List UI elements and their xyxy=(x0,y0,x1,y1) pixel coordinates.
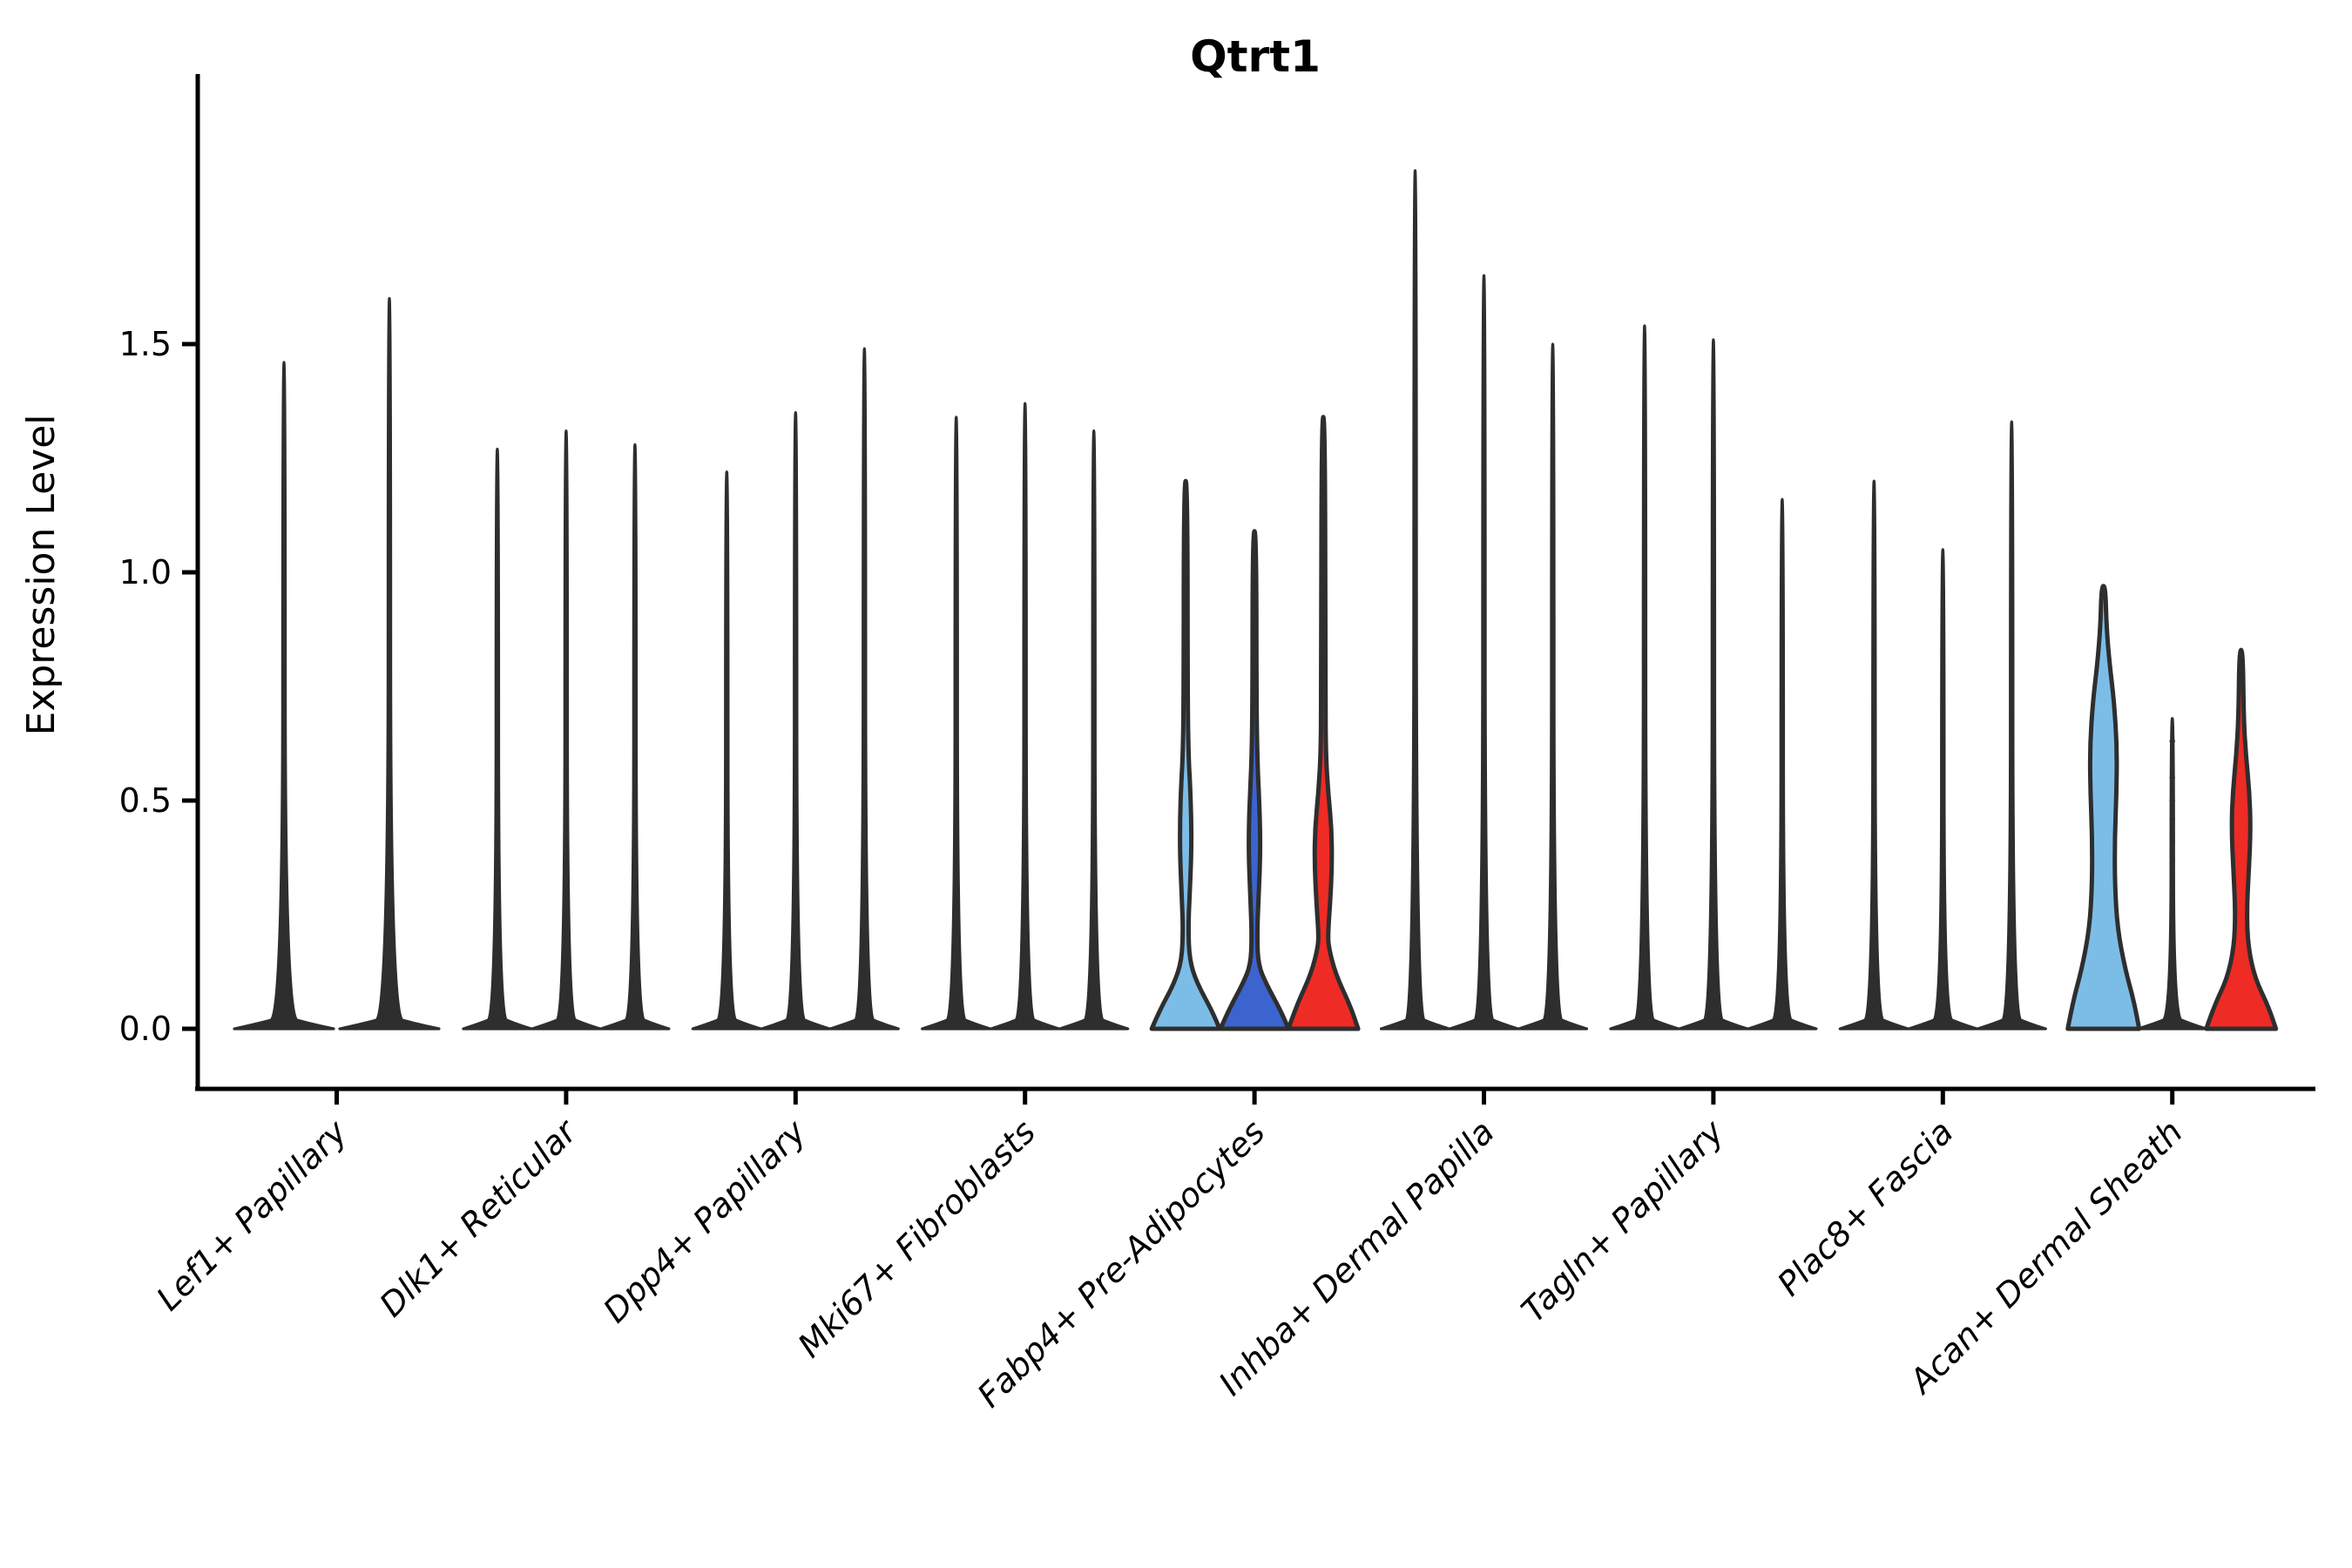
x-tick-label: Tagln+ Papillary xyxy=(1514,1112,1732,1330)
violin-1-1 xyxy=(531,429,602,1031)
violin-5-2 xyxy=(1517,342,1589,1031)
violin-4-2 xyxy=(1286,415,1361,1031)
x-tick-label: Dpp4+ Papillary xyxy=(596,1112,814,1330)
data-point xyxy=(2169,815,2175,822)
violin-7-1 xyxy=(1907,548,1978,1031)
data-point xyxy=(2169,880,2175,886)
violin-6-1 xyxy=(1678,338,1749,1031)
violin-7-2 xyxy=(1976,420,2047,1031)
data-point xyxy=(2169,797,2175,804)
violin-7-0 xyxy=(1838,479,1909,1031)
violin-5-1 xyxy=(1448,274,1520,1031)
violin-8-2 xyxy=(2204,647,2279,1031)
violin-4-0 xyxy=(1149,478,1222,1031)
violin-3-0 xyxy=(921,416,992,1031)
violin-6-0 xyxy=(1609,324,1680,1031)
violins-layer xyxy=(233,169,2279,1031)
violin-0-1 xyxy=(338,297,441,1031)
y-tick-label: 0.0 xyxy=(119,1010,172,1048)
violin-1-0 xyxy=(462,447,533,1031)
data-point xyxy=(2169,738,2175,745)
x-axis-ticks xyxy=(335,1089,2175,1105)
y-tick-label: 1.0 xyxy=(119,553,172,591)
y-tick-label: 1.5 xyxy=(119,325,172,363)
x-tick-label: Plac8+ Fascia xyxy=(1770,1112,1961,1303)
y-tick-label: 0.5 xyxy=(119,781,172,820)
violin-3-1 xyxy=(990,402,1061,1031)
violin-2-2 xyxy=(828,347,900,1031)
data-point xyxy=(2169,856,2175,863)
violin-5-0 xyxy=(1379,169,1451,1031)
chart-title: Qtrt1 xyxy=(1190,31,1321,82)
violin-2-1 xyxy=(760,411,831,1031)
violin-3-2 xyxy=(1058,429,1130,1031)
y-axis-ticks: 0.0 0.5 1.0 1.5 xyxy=(119,325,198,1048)
data-point xyxy=(2169,774,2175,781)
x-tick-label: Lef1+ Papillary xyxy=(149,1112,355,1318)
violin-8-1 xyxy=(2137,717,2208,1031)
violin-0-0 xyxy=(233,361,335,1031)
violin-1-2 xyxy=(599,443,671,1031)
data-point xyxy=(2169,838,2175,845)
x-tick-label: Mki67+ Fibroblasts xyxy=(791,1112,1044,1365)
violin-4-1 xyxy=(1218,529,1291,1031)
y-axis-label: Expression Level xyxy=(19,415,64,736)
x-axis-labels: Lef1+ Papillary Dlk1+ Reticular Dpp4+ Papi… xyxy=(149,1112,2190,1416)
x-tick-label: Dlk1+ Reticular xyxy=(372,1112,585,1325)
violin-6-2 xyxy=(1747,497,1818,1031)
violin-8-0 xyxy=(2065,584,2142,1031)
violin-2-0 xyxy=(691,470,762,1031)
